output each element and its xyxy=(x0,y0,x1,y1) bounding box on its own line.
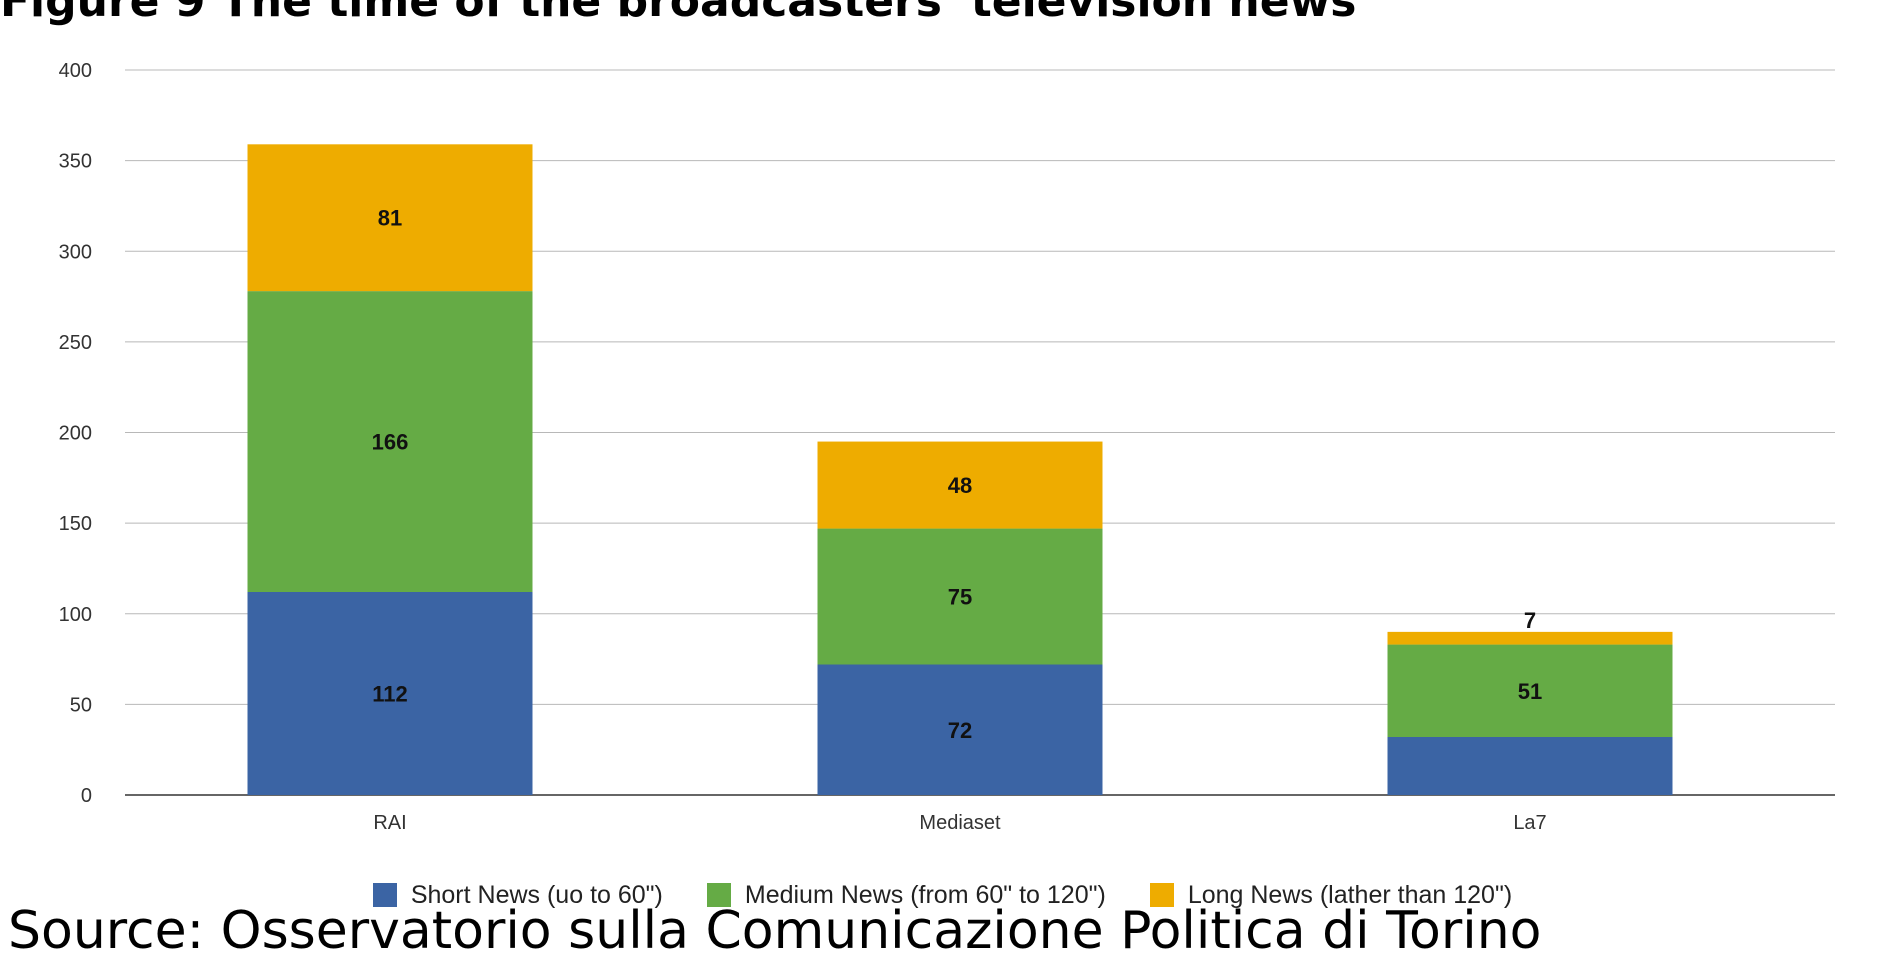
bar-data-label: 7 xyxy=(1524,608,1536,633)
chart-title: Figure 9 The time of the broadcasters' t… xyxy=(0,0,1357,27)
chart-legend: Short News (uo to 60") Medium News (from… xyxy=(0,878,1885,912)
y-tick-label: 250 xyxy=(59,332,92,354)
legend-swatch-long-news xyxy=(1149,883,1174,907)
y-tick-label: 0 xyxy=(81,785,92,807)
x-tick-label: La7 xyxy=(1513,812,1546,834)
source-caption: Source: Osservatorio sulla Comunicazione… xyxy=(8,905,1542,961)
legend-swatch-short-news xyxy=(372,883,397,907)
bar-segment xyxy=(817,528,1103,665)
legend-label-long-news: Long News (lather than 120") xyxy=(1187,880,1513,909)
bar-data-label: 75 xyxy=(948,585,972,610)
bar-segment xyxy=(247,291,533,592)
bar-data-label: 112 xyxy=(372,682,408,707)
bar-data-label: 72 xyxy=(948,718,972,743)
y-tick-label: 200 xyxy=(59,423,92,445)
bar-segment xyxy=(817,664,1103,795)
bar-data-label: 166 xyxy=(372,430,409,455)
bar-data-label: 48 xyxy=(948,473,972,498)
y-tick-label: 350 xyxy=(59,151,92,173)
bar-segment xyxy=(1387,737,1673,795)
legend-item-long-news: Long News (lather than 120") xyxy=(1149,880,1513,910)
legend-swatch-medium-news xyxy=(706,883,731,907)
bar-segment xyxy=(247,592,533,795)
bar-data-label: 51 xyxy=(1518,679,1542,704)
bar-segment xyxy=(247,144,533,292)
legend-label-short-news: Short News (uo to 60") xyxy=(410,880,663,909)
y-tick-label: 300 xyxy=(59,241,92,263)
legend-item-medium-news: Medium News (from 60" to 120") xyxy=(706,880,1106,910)
y-tick-label: 100 xyxy=(59,604,92,626)
bar-segment xyxy=(1387,644,1673,737)
legend-item-short-news: Short News (uo to 60") xyxy=(372,880,663,910)
y-tick-label: 400 xyxy=(59,60,92,82)
legend-label-medium-news: Medium News (from 60" to 120") xyxy=(744,880,1106,909)
y-tick-label: 50 xyxy=(70,694,92,716)
x-tick-label: Mediaset xyxy=(919,812,1001,834)
bar-data-label: 81 xyxy=(378,206,402,231)
y-tick-label: 150 xyxy=(59,513,92,535)
bar-segment xyxy=(817,441,1103,529)
bar-segment xyxy=(1387,631,1673,645)
x-tick-label: RAI xyxy=(373,812,406,834)
chart-plot: 0 50 100 150 200 250 300 350 400 112 166 81 RAI 72 75 4… xyxy=(59,60,1835,834)
